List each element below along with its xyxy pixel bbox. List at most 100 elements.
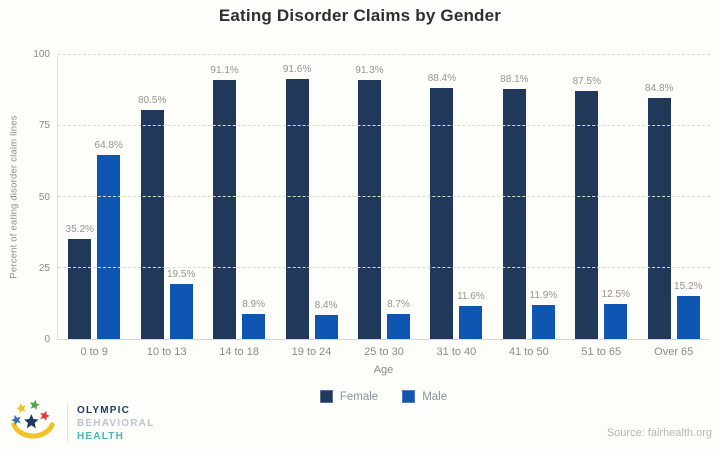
legend-swatch-female bbox=[319, 390, 333, 403]
bar-value-label: 8.9% bbox=[242, 298, 265, 310]
male-bar-column: 19.5% bbox=[166, 55, 196, 339]
bar-value-label: 8.4% bbox=[314, 300, 338, 312]
bar-group: 91.1% 8.9% 14 to 18 bbox=[203, 55, 275, 358]
female-bar-column: 88.1% bbox=[500, 55, 529, 339]
olympic-behavioral-health-logo: OLYMPIC BEHAVIORAL HEALTH bbox=[8, 398, 154, 448]
female-bar bbox=[213, 80, 237, 339]
chart-title: Eating Disorder Claims by Gender bbox=[218, 6, 502, 25]
bar-value-label: 91.3% bbox=[355, 64, 384, 76]
female-bar bbox=[140, 110, 164, 339]
logo-word-olympic: OLYMPIC bbox=[77, 404, 131, 416]
male-bar-column: 64.8% bbox=[94, 55, 123, 339]
male-bar-column: 11.9% bbox=[529, 55, 558, 339]
bar-group: 91.6% 8.4% 19 to 24 bbox=[275, 55, 347, 358]
female-bar bbox=[285, 78, 309, 339]
female-bar-column: 80.5% bbox=[137, 55, 167, 339]
male-bar bbox=[459, 306, 483, 339]
y-tick-label: 0 bbox=[44, 334, 50, 345]
bar-value-label: 87.5% bbox=[572, 75, 601, 87]
y-tick-label: 25 bbox=[38, 262, 50, 274]
female-bar bbox=[68, 239, 92, 339]
olympic-logo-emblem bbox=[9, 398, 55, 439]
x-category-label: 31 to 40 bbox=[436, 346, 477, 358]
male-bar bbox=[314, 315, 338, 339]
gridline bbox=[58, 125, 710, 126]
female-bar-column: 88.4% bbox=[427, 55, 457, 339]
male-bar-column: 12.5% bbox=[601, 55, 630, 339]
logo-divider bbox=[67, 403, 68, 443]
bar-group: 84.8% 15.2% Over 65 bbox=[638, 55, 710, 358]
y-tick-label: 75 bbox=[38, 120, 50, 132]
female-bar bbox=[502, 88, 526, 339]
plot-area: 35.2% 64.8% 0 to 9 80.5% 19.5% 10 to 13 91.1% 8… bbox=[57, 54, 710, 359]
bar-group: 88.4% 11.6% 31 to 40 bbox=[420, 55, 492, 358]
legend-item-female: Female bbox=[319, 390, 379, 403]
male-bar bbox=[97, 154, 121, 339]
bar-value-label: 12.5% bbox=[601, 288, 630, 300]
bar-group: 91.3% 8.7% 25 to 30 bbox=[348, 55, 420, 358]
bar-group: 88.1% 11.9% 41 to 50 bbox=[493, 55, 565, 358]
male-bar bbox=[169, 283, 193, 339]
bar-value-label: 15.2% bbox=[674, 280, 703, 292]
female-bar-column: 84.8% bbox=[645, 55, 674, 339]
legend: Female Male bbox=[57, 390, 710, 403]
male-bar bbox=[676, 295, 700, 339]
x-category-label: 25 to 30 bbox=[364, 346, 404, 358]
x-category-label: 14 to 18 bbox=[219, 346, 259, 358]
bar-value-label: 64.8% bbox=[94, 139, 123, 151]
bar-value-label: 84.8% bbox=[645, 83, 674, 95]
gridline bbox=[58, 54, 710, 55]
source-attribution: Source: fairhealth.org bbox=[606, 427, 712, 439]
female-bar bbox=[430, 87, 454, 339]
female-bar-column: 87.5% bbox=[572, 55, 601, 339]
male-bar-column: 8.9% bbox=[242, 55, 266, 339]
bar-groups: 35.2% 64.8% 0 to 9 80.5% 19.5% 10 to 13 91.1% 8… bbox=[58, 55, 710, 359]
male-bar-column: 8.7% bbox=[386, 55, 410, 339]
bar-value-label: 11.9% bbox=[529, 290, 558, 302]
x-category-label: 51 to 65 bbox=[581, 346, 622, 358]
legend-item-male: Male bbox=[402, 390, 447, 403]
male-bar-column: 8.4% bbox=[314, 55, 338, 339]
female-bar-column: 91.6% bbox=[282, 55, 312, 339]
y-tick-label: 50 bbox=[38, 191, 50, 203]
male-bar bbox=[242, 313, 266, 339]
x-category-label: 41 to 50 bbox=[508, 346, 549, 358]
male-bar bbox=[386, 314, 410, 339]
x-category-label: 19 to 24 bbox=[291, 346, 332, 358]
x-category-label: Over 65 bbox=[654, 346, 694, 358]
gridline bbox=[58, 196, 710, 197]
bar-value-label: 80.5% bbox=[137, 95, 167, 107]
y-axis-ticks: 0 25 50 75 100 bbox=[20, 49, 50, 345]
male-bar-column: 11.6% bbox=[457, 55, 485, 339]
male-bar bbox=[604, 303, 628, 339]
bar-value-label: 35.2% bbox=[65, 224, 94, 236]
gridline bbox=[58, 267, 710, 268]
legend-label-female: Female bbox=[339, 390, 379, 403]
male-bar-column: 15.2% bbox=[674, 55, 703, 339]
x-category-label: 10 to 13 bbox=[146, 346, 187, 358]
bar-group: 80.5% 19.5% 10 to 13 bbox=[130, 55, 202, 358]
x-axis-title: Age bbox=[373, 364, 394, 376]
y-axis-title: Percent of eating disorder claim lines bbox=[8, 115, 20, 279]
bar-value-label: 8.7% bbox=[387, 299, 410, 311]
logo-text: OLYMPIC BEHAVIORAL HEALTH bbox=[77, 405, 154, 442]
bar-group: 35.2% 64.8% 0 to 9 bbox=[58, 55, 130, 358]
y-tick-label: 100 bbox=[33, 49, 50, 60]
legend-swatch-male bbox=[402, 390, 416, 403]
bar-group: 87.5% 12.5% 51 to 65 bbox=[565, 55, 637, 359]
bar-value-label: 19.5% bbox=[166, 268, 196, 280]
bar-value-label: 91.6% bbox=[282, 63, 312, 75]
bar-value-label: 91.1% bbox=[210, 65, 239, 77]
x-category-label: 0 to 9 bbox=[80, 346, 108, 358]
female-bar-column: 91.3% bbox=[355, 55, 384, 339]
bar-value-label: 11.6% bbox=[457, 291, 485, 303]
bar-value-label: 88.1% bbox=[500, 73, 529, 85]
female-bar-column: 35.2% bbox=[65, 55, 94, 339]
bar-value-label: 88.4% bbox=[427, 72, 457, 84]
logo-word-health: HEALTH bbox=[77, 430, 125, 442]
male-bar bbox=[531, 305, 555, 339]
female-bar-column: 91.1% bbox=[210, 55, 239, 339]
female-bar bbox=[647, 98, 671, 339]
legend-label-male: Male bbox=[422, 390, 448, 403]
